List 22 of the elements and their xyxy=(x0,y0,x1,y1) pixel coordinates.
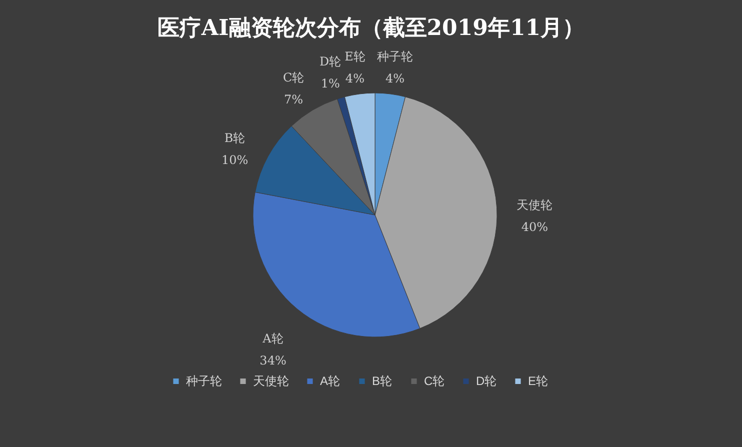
data-label: 1% xyxy=(320,76,340,90)
data-label: 10% xyxy=(221,152,248,167)
data-label: 4% xyxy=(345,71,364,86)
slice-label: A轮 xyxy=(262,331,284,346)
legend-label: A轮 xyxy=(320,374,340,388)
slice-label: 天使轮 xyxy=(516,198,553,212)
slice-label: E轮 xyxy=(344,49,366,64)
legend-label: D轮 xyxy=(476,374,497,388)
data-label: 7% xyxy=(284,92,304,106)
slice-label: D轮 xyxy=(320,54,342,68)
data-label: 4% xyxy=(386,71,405,86)
slice-label: 种子轮 xyxy=(377,49,414,64)
legend-label: E轮 xyxy=(528,374,548,388)
slice-label: B轮 xyxy=(224,130,246,145)
data-label: 34% xyxy=(260,353,286,368)
legend-label: 天使轮 xyxy=(253,374,289,388)
chart-title: 医疗AI融资轮次分布（截至2019年11月） xyxy=(157,15,585,41)
legend-label: C轮 xyxy=(424,374,445,388)
legend-label: B轮 xyxy=(372,374,392,388)
legend-label: 种子轮 xyxy=(186,374,222,388)
data-label: 40% xyxy=(521,220,548,234)
slice-label: C轮 xyxy=(282,70,304,84)
